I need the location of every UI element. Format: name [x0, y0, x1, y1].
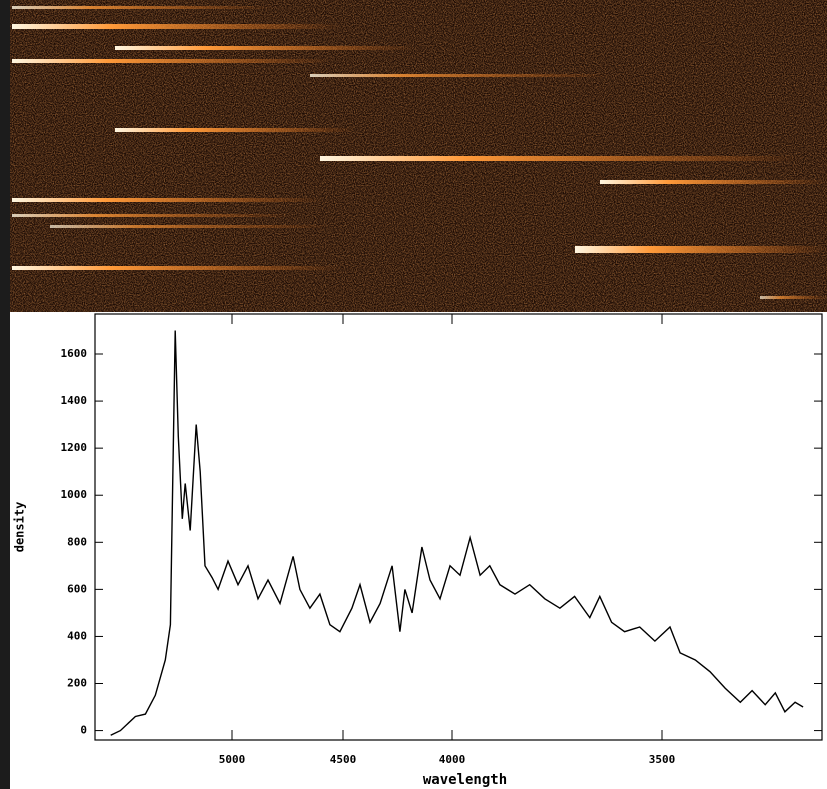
y-tick-label: 1000 — [61, 488, 88, 501]
y-tick-label: 1400 — [61, 394, 88, 407]
x-tick-label: 5000 — [219, 753, 246, 766]
y-tick-label: 1200 — [61, 441, 88, 454]
y-tick-label: 800 — [67, 535, 87, 548]
y-axis-label: density — [13, 502, 27, 553]
x-axis-label: wavelength — [423, 772, 507, 788]
plot-frame — [94, 313, 823, 741]
y-tick-label: 1600 — [61, 347, 88, 360]
spectrum-line — [110, 330, 804, 736]
y-tick-label: 200 — [67, 677, 87, 690]
spectral-image — [10, 0, 827, 312]
y-tick-label: 600 — [67, 582, 87, 595]
x-tick-label: 4500 — [330, 753, 357, 766]
plot-panel — [10, 312, 827, 789]
y-tick-label: 0 — [80, 724, 87, 737]
x-tick-label: 4000 — [439, 753, 466, 766]
y-tick-label: 400 — [67, 629, 87, 642]
x-tick-label: 3500 — [649, 753, 676, 766]
